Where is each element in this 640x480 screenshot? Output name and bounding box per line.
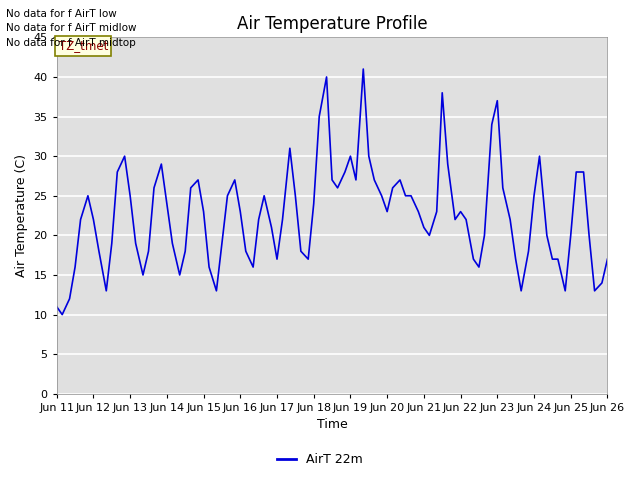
Text: No data for f AirT midlow: No data for f AirT midlow <box>6 23 137 33</box>
Text: No data for f AirT low: No data for f AirT low <box>6 9 117 19</box>
Text: No data for f AirT midtop: No data for f AirT midtop <box>6 37 136 48</box>
Y-axis label: Air Temperature (C): Air Temperature (C) <box>15 154 28 277</box>
Text: TZ_tmet: TZ_tmet <box>58 39 108 52</box>
X-axis label: Time: Time <box>317 419 348 432</box>
Title: Air Temperature Profile: Air Temperature Profile <box>237 15 428 33</box>
Legend: AirT 22m: AirT 22m <box>272 448 368 471</box>
